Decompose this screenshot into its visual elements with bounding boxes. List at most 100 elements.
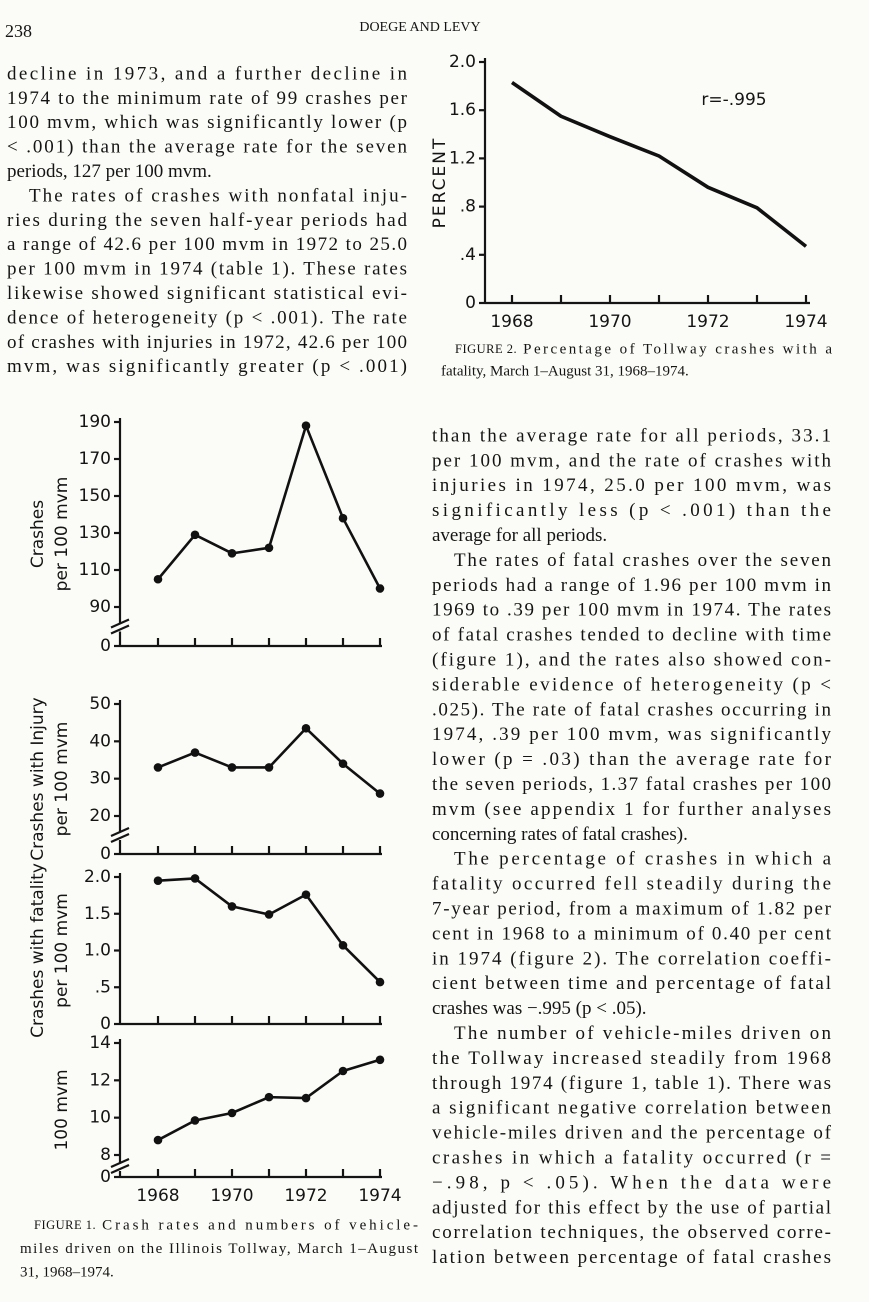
- text-line: of crashes with injuries in 1972, 42.6 p…: [7, 332, 407, 353]
- data-point: [375, 977, 385, 987]
- y-axis-label: Crashes with Injury: [28, 697, 48, 860]
- y-tick-label: 2.0: [84, 867, 111, 887]
- y-tick-label: 130: [79, 523, 111, 543]
- x-tick-label: 1972: [284, 1186, 327, 1206]
- text-line: fatality occurred fell steadily during t…: [432, 874, 831, 895]
- text-line: average for all periods.: [432, 525, 607, 546]
- x-tick-label: 1970: [210, 1186, 253, 1206]
- text-line: ries during the seven half-year periods …: [7, 210, 408, 231]
- data-point: [301, 723, 311, 733]
- y-tick-label: 50: [89, 694, 111, 714]
- caption-line: miles driven on the Illinois Tollway, Ma…: [20, 1241, 419, 1257]
- page-number: 238: [5, 21, 32, 41]
- text-line: mvm (see appendix 1 for further analyses: [432, 799, 831, 820]
- y-tick-label: 190: [79, 412, 111, 432]
- data-line: [157, 424, 382, 590]
- text-line: the Tollway increased steadily from 1968: [432, 1048, 831, 1069]
- text-line: in 1974 (figure 2). The correlation coef…: [432, 948, 831, 969]
- y-axis-label: PERCENT: [430, 137, 450, 229]
- x-tick-label: 1972: [686, 312, 729, 332]
- text-line: than the average rate for all periods, 3…: [432, 425, 831, 446]
- text-line: 1974 to the minimum rate of 99 crashes p…: [7, 88, 408, 109]
- data-point: [338, 513, 348, 523]
- y-tick-label: 1.5: [84, 904, 111, 924]
- data-point: [190, 874, 200, 883]
- text-line: vehicle-miles driven and the percentage …: [432, 1123, 832, 1144]
- text-line: lower (p = .03) than the average rate fo…: [432, 749, 832, 770]
- y-tick-label: 110: [79, 560, 111, 580]
- y-axis-label: Crashes: [28, 500, 48, 568]
- y-tick-label: 1.6: [449, 100, 476, 120]
- y-tick-label: 30: [89, 769, 111, 789]
- axis-break-gap: [117, 1163, 123, 1171]
- text-line: concerning rates of fatal crashes).: [432, 824, 688, 845]
- text-line: crashes was −.995 (p < .05).: [432, 998, 647, 1019]
- axis-break: [110, 624, 130, 635]
- text-line: The percentage of crashes in which a: [454, 849, 832, 870]
- y-tick-label: 0: [100, 1167, 111, 1187]
- y-tick-label: 170: [79, 449, 111, 469]
- caption-line: Crash rates and numbers of vehicle-: [102, 1217, 418, 1233]
- text-line: cient between time and percentage of fat…: [432, 973, 831, 994]
- caption-line: Percentage of Tollway crashes with a: [523, 341, 832, 357]
- y-tick-label: .8: [460, 197, 476, 217]
- text-line: cent in 1968 to a minimum of 0.40 per ce…: [432, 923, 832, 944]
- y-tick-label: 150: [79, 486, 111, 506]
- y-tick-label: 0: [100, 844, 111, 864]
- data-point: [338, 941, 348, 950]
- y-tick-label: .4: [460, 245, 476, 265]
- y-tick-label: 20: [89, 806, 111, 826]
- text-line: a significant negative correlation betwe…: [432, 1098, 832, 1119]
- axis-break: [110, 1163, 130, 1175]
- text-line: < .001) than the average rate for the se…: [7, 137, 408, 158]
- data-point: [190, 748, 200, 757]
- text-line: adjusted for this effect by the use of p…: [432, 1197, 831, 1218]
- axis-break: [110, 1157, 130, 1169]
- y-tick-label: 10: [89, 1108, 111, 1128]
- data-point: [264, 910, 274, 919]
- y-tick-label: 2.0: [449, 52, 476, 72]
- text-line: 100 mvm, which was significantly lower (…: [7, 112, 407, 133]
- y-axis-label: Crashes with fatality: [28, 863, 48, 1038]
- axis-break: [110, 832, 130, 844]
- data-point: [153, 876, 163, 885]
- y-tick-label: 0: [465, 293, 476, 313]
- data-point: [375, 584, 385, 593]
- text-line: per 100 mvm, and the rate of crashes wit…: [432, 450, 832, 471]
- text-line: The rates of fatal crashes over the seve…: [454, 550, 832, 571]
- y-tick-label: 1.2: [449, 148, 476, 168]
- x-tick-label: 1968: [490, 312, 533, 332]
- data-point: [190, 1116, 200, 1125]
- y-tick-label: 8: [100, 1145, 111, 1165]
- y-axis-label: per 100 mvm: [52, 477, 72, 592]
- text-line: 1969 to .39 per 100 mvm in 1974. The rat…: [432, 600, 831, 621]
- data-point: [153, 763, 163, 772]
- x-tick-label: 1974: [784, 312, 827, 332]
- data-point: [227, 763, 237, 772]
- text-line: likewise showed significant statistical …: [7, 283, 407, 304]
- data-line: [510, 81, 808, 248]
- data-point: [301, 421, 311, 431]
- data-point: [301, 1093, 311, 1103]
- y-axis-label: per 100 mvm: [52, 722, 72, 837]
- x-tick-label: 1970: [588, 312, 631, 332]
- y-axis-label: per 100 mvm: [52, 893, 72, 1008]
- data-point: [301, 890, 311, 899]
- x-tick-label: 1974: [358, 1186, 401, 1206]
- text-line: of fatal crashes tended to decline with …: [432, 625, 831, 646]
- data-point: [375, 1055, 385, 1065]
- text-line: The number of vehicle-miles driven on: [454, 1023, 832, 1044]
- text-line: the seven periods, 1.37 fatal crashes pe…: [432, 774, 831, 795]
- y-tick-label: 1.0: [84, 941, 111, 961]
- y-tick-label: 0: [100, 1014, 111, 1034]
- axis-break: [110, 826, 130, 838]
- y-tick-label: 90: [89, 597, 111, 617]
- data-point: [227, 1108, 237, 1118]
- text-line: periods had a range of 1.96 per 100 mvm …: [432, 575, 832, 596]
- data-point: [264, 1092, 274, 1102]
- data-point: [153, 1135, 163, 1145]
- data-point: [338, 759, 348, 769]
- axis-break-gap: [117, 623, 123, 632]
- caption-line: fatality, March 1–August 31, 1968–1974.: [441, 363, 689, 379]
